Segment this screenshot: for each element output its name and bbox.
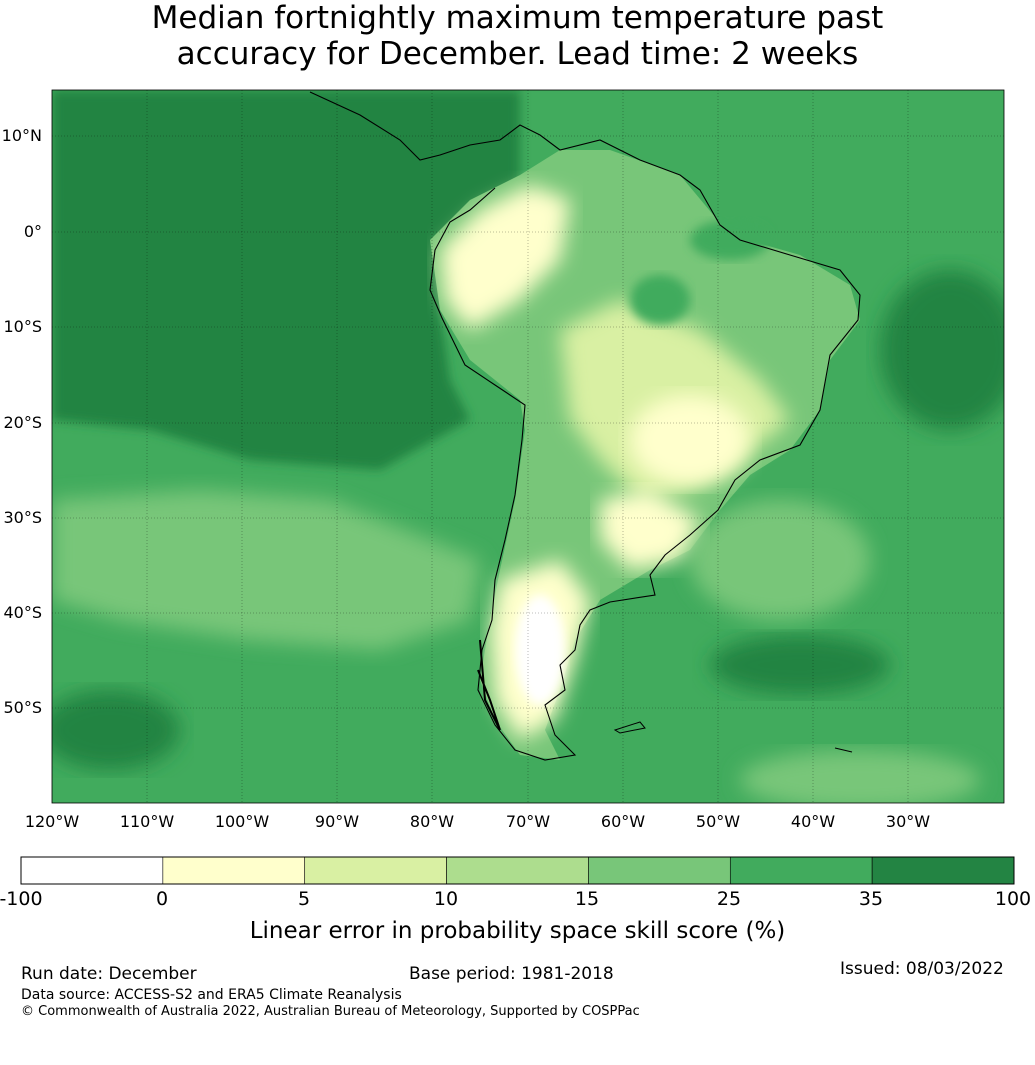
- map-frame: [51, 89, 1005, 804]
- colorbar-segment: [871, 856, 1015, 885]
- cbar-tick-3: 10: [433, 888, 459, 910]
- brazil-light-patch: [630, 395, 750, 485]
- lon-label-40w: 40°W: [790, 812, 836, 831]
- lon-label-90w: 90°W: [314, 812, 360, 831]
- lon-label-30w: 30°W: [885, 812, 931, 831]
- pacific-high-skill-region: [52, 90, 520, 470]
- lon-label-110w: 110°W: [119, 812, 175, 831]
- cbar-tick-1: 0: [155, 888, 169, 910]
- map-area: [52, 90, 1004, 803]
- lon-label-50w: 50°W: [695, 812, 741, 831]
- copyright: © Commonwealth of Australia 2022, Austra…: [21, 1004, 640, 1019]
- patagonia-white-patch: [515, 595, 565, 705]
- colorbar-segment: [588, 856, 731, 885]
- lat-label-50s: 50°S: [3, 698, 42, 717]
- colorbar-outline: [20, 856, 1015, 885]
- colorbar-segment: [20, 856, 164, 885]
- south-georgia-outline: [834, 747, 853, 753]
- andes-north-high-zone: [440, 185, 570, 330]
- map-title: Median fortnightly maximum temperature p…: [0, 0, 1035, 72]
- drake-passage-zone: [740, 750, 980, 803]
- issued-date: Issued: 08/03/2022: [840, 959, 1004, 979]
- colorbar-label: Linear error in probability space skill …: [249, 918, 786, 944]
- cbar-tick-5: 25: [716, 888, 742, 910]
- lon-label-80w: 80°W: [409, 812, 455, 831]
- atlantic-light-zone: [690, 500, 870, 620]
- pampas-light-patch: [600, 490, 700, 570]
- cbar-tick-2: 5: [297, 888, 311, 910]
- colorbar-segment: [304, 856, 447, 885]
- cbar-tick-6: 35: [858, 888, 884, 910]
- run-date: Run date: December: [21, 964, 197, 984]
- colorbar: [20, 856, 1015, 885]
- graticule: [52, 90, 1004, 803]
- colorbar-segment: [162, 856, 306, 885]
- lat-label-10s: 10°S: [3, 317, 42, 336]
- lat-label-10n: 10°N: [1, 126, 42, 145]
- title-line-1: Median fortnightly maximum temperature p…: [151, 0, 884, 36]
- cbar-tick-7: 100: [994, 888, 1032, 910]
- base-period: Base period: 1981-2018: [409, 964, 614, 984]
- amazon-dark-patch: [630, 275, 690, 325]
- lon-label-100w: 100°W: [214, 812, 270, 831]
- colorbar-segment: [729, 856, 873, 885]
- east-atlantic-dark-patch: [880, 270, 1004, 430]
- south-pacific-band: [52, 490, 480, 650]
- cbar-tick-4: 15: [574, 888, 600, 910]
- lon-label-70w: 70°W: [505, 812, 551, 831]
- colorbar-segment: [446, 856, 589, 885]
- falklands-outline: [613, 721, 646, 734]
- chile-fjords-outline: [477, 639, 501, 731]
- lat-label-40s: 40°S: [3, 603, 42, 622]
- data-source: Data source: ACCESS-S2 and ERA5 Climate …: [21, 987, 402, 1003]
- sw-dark-patch: [52, 690, 180, 770]
- coastline: [309, 91, 861, 761]
- lat-label-0: 0°: [23, 222, 42, 241]
- lon-label-60w: 60°W: [600, 812, 646, 831]
- title-line-2: accuracy for December. Lead time: 2 week…: [176, 36, 859, 72]
- lat-label-30s: 30°S: [3, 508, 42, 527]
- lat-label-20s: 20°S: [3, 413, 42, 432]
- lon-label-120w: 120°W: [24, 812, 80, 831]
- cbar-tick-0: -100: [0, 888, 43, 910]
- guiana-dark-patch: [690, 220, 770, 260]
- south-atlantic-dark-patch: [710, 635, 890, 695]
